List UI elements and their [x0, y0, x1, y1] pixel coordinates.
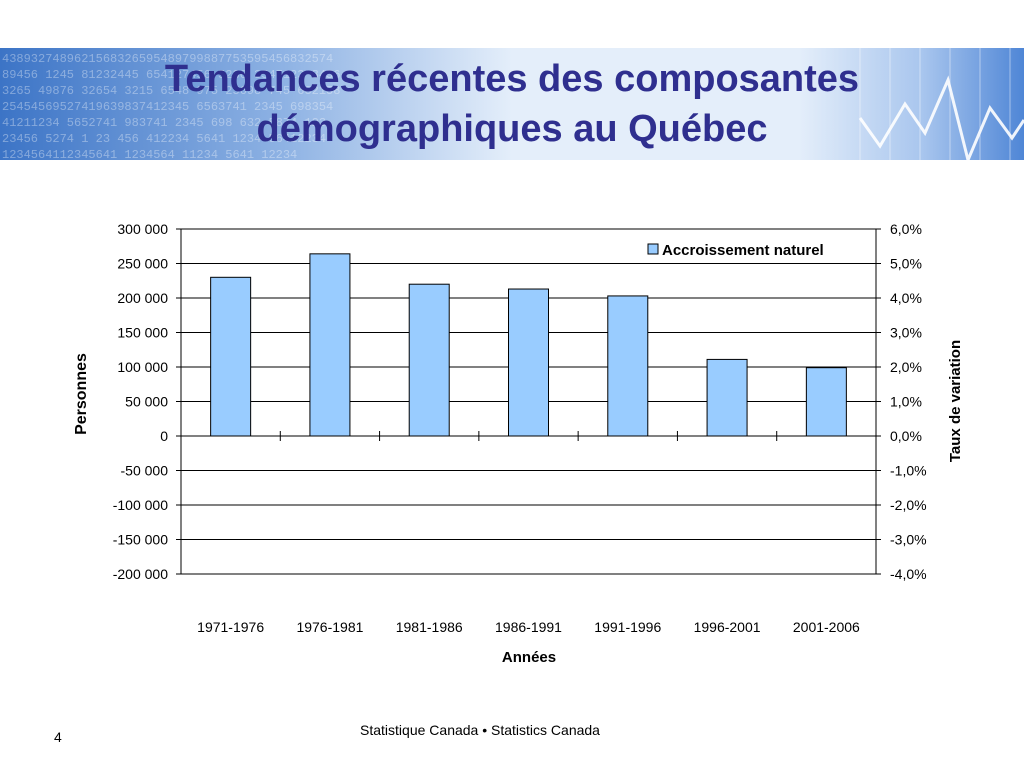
y2-tick-label: 0,0% — [890, 428, 922, 444]
x-tick-label: 1981-1986 — [396, 619, 463, 635]
svg-text:25454569527419639837412345 656: 25454569527419639837412345 6563741 2345 … — [2, 100, 333, 114]
y-tick-label: 150 000 — [117, 325, 168, 341]
y-tick-label: 250 000 — [117, 256, 168, 272]
y2-tick-label: 6,0% — [890, 221, 922, 237]
y2-tick-label: -3,0% — [890, 532, 927, 548]
page-number: 4 — [54, 729, 62, 745]
bars — [210, 253, 847, 437]
bar — [805, 367, 847, 437]
y2-tick-label: -2,0% — [890, 497, 927, 513]
y-tick-label: 200 000 — [117, 290, 168, 306]
y2-axis-title: Taux de variation — [947, 340, 964, 462]
bar — [706, 358, 748, 437]
slide-title-line-1: Tendances récentes des composantes — [164, 58, 860, 100]
y-axis-title: Personnes — [73, 353, 90, 435]
y2-tick-label: -1,0% — [890, 463, 927, 479]
y-tick-label: 0 — [160, 428, 168, 444]
banner-graphic: 4389327489621568326595489799887753595456… — [0, 48, 1024, 160]
y2-tick-label: 1,0% — [890, 394, 922, 410]
legend-box — [638, 238, 854, 262]
y-tick-label: 300 000 — [117, 221, 168, 237]
svg-text:89456 1245 81232445 654127456: 89456 1245 81232445 654127456 5236 35471… — [2, 68, 340, 82]
y2-tick-label: 4,0% — [890, 290, 922, 306]
axes — [176, 228, 881, 575]
y-tick-label: -150 000 — [113, 532, 168, 548]
x-tick-label: 1996-2001 — [694, 619, 761, 635]
bar — [508, 288, 549, 437]
x-tick-label: 2001-2006 — [793, 619, 860, 635]
y-tick-label: -200 000 — [113, 566, 168, 582]
slide-title-line-2: démographiques au Québec — [256, 108, 768, 150]
y-tick-label: 100 000 — [117, 359, 168, 375]
y2-tick-label: 5,0% — [890, 256, 922, 272]
x-tick-label: 1976-1981 — [296, 619, 363, 635]
y-tick-label: -50 000 — [121, 463, 169, 479]
bar — [607, 295, 649, 437]
plot-area — [180, 228, 877, 575]
legend: Accroissement naturel — [638, 238, 854, 262]
y2-tick-label: 2,0% — [890, 359, 922, 375]
svg-text:3265 49876 32654 3215 6548 975: 3265 49876 32654 3215 6548 975 25698 745… — [2, 84, 340, 98]
svg-text:438932748962156832659548979988: 4389327489621568326595489799887753595456… — [2, 52, 333, 66]
bar — [408, 283, 450, 437]
axis-labels: -200 000 -4,0% -150 000 -3,0% -100 000 -2,0% -… — [113, 221, 927, 635]
legend-label: Accroissement naturel — [662, 242, 824, 259]
svg-text:41211234 5652741 983741 2345 6: 41211234 5652741 983741 2345 698 632 587… — [2, 116, 326, 130]
svg-text:1234564112345641 1234564 11234: 1234564112345641 1234564 11234 5641 1223… — [2, 148, 297, 160]
y-tick-label: 50 000 — [125, 394, 168, 410]
bar — [309, 253, 351, 437]
y2-tick-label: 3,0% — [890, 325, 922, 341]
x-tick-label: 1986-1991 — [495, 619, 562, 635]
legend-swatch — [647, 243, 659, 255]
x-axis-title: Années — [502, 649, 556, 666]
y2-tick-label: -4,0% — [890, 566, 927, 582]
svg-text:23456 5274 1 23 456 412234 564: 23456 5274 1 23 456 412234 5641 1234 564… — [2, 132, 326, 146]
bar — [210, 276, 252, 437]
x-tick-label: 1971-1976 — [197, 619, 264, 635]
y-tick-label: -100 000 — [113, 497, 168, 513]
footer-source: Statistique Canada • Statistics Canada — [360, 722, 600, 738]
title-banner: 4389327489621568326595489799887753595456… — [0, 48, 1024, 160]
x-tick-label: 1991-1996 — [594, 619, 661, 635]
